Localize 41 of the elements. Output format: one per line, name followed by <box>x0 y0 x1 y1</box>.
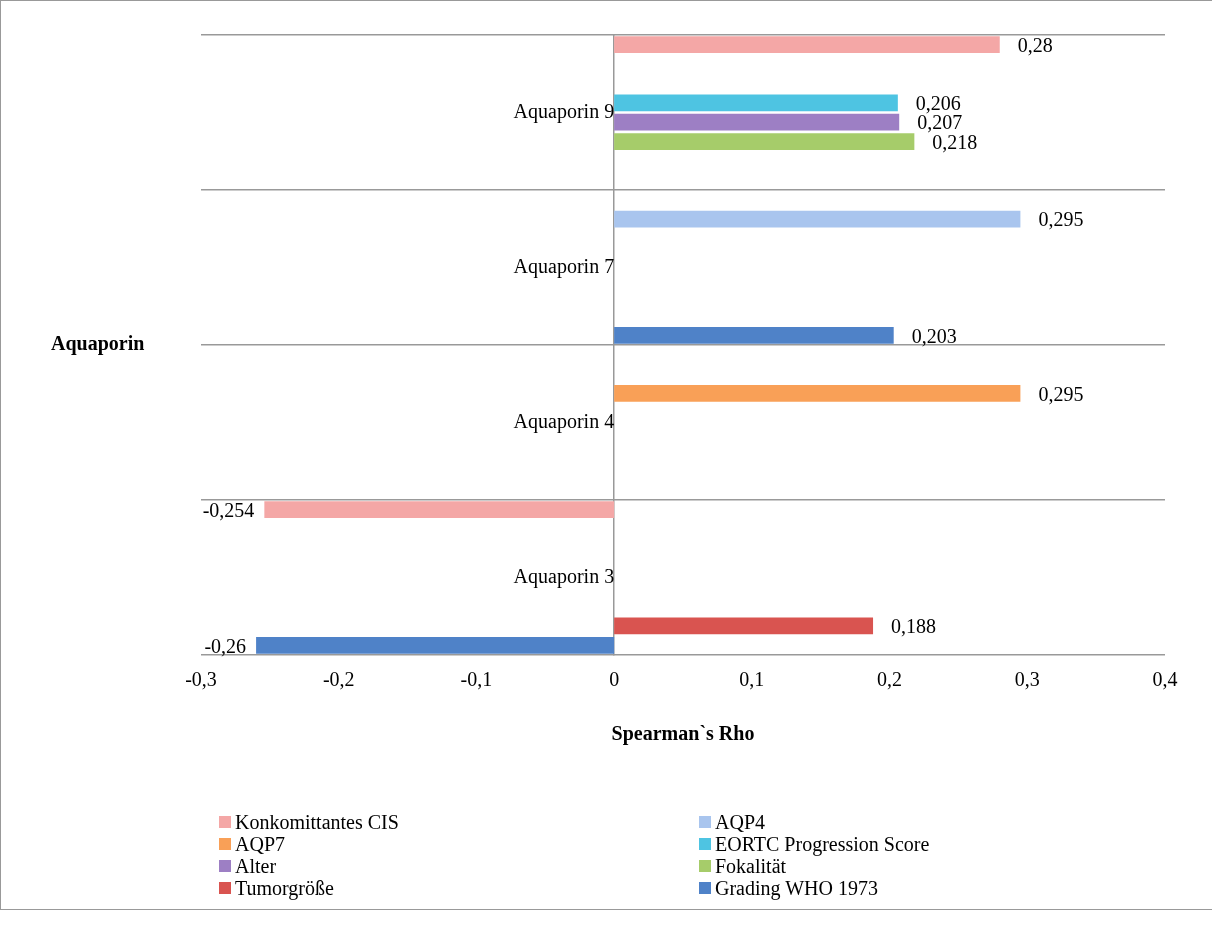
data-label: 0,203 <box>911 324 957 347</box>
legend-label: EORTC Progression Score <box>715 833 930 855</box>
data-label: 0,206 <box>915 92 961 115</box>
data-label: 0,218 <box>932 130 978 153</box>
bar <box>614 617 874 635</box>
legend-label: Alter <box>235 855 277 877</box>
legend-label: AQP7 <box>235 833 286 855</box>
y-axis-title: Aquaporin <box>51 332 145 356</box>
x-tick-label: -0,2 <box>322 668 355 691</box>
x-tick-label: 0,4 <box>1152 668 1178 691</box>
bar <box>614 113 900 131</box>
legend-label: Tumorgröße <box>235 877 334 899</box>
bar <box>614 94 898 112</box>
y-tick-label: Aquaporin 3 <box>513 564 615 588</box>
bar <box>256 636 615 654</box>
x-tick-label: 0,2 <box>877 668 903 691</box>
bar <box>264 501 615 519</box>
bar <box>614 385 1021 402</box>
data-label: 0,188 <box>891 615 937 638</box>
bar <box>614 36 1000 54</box>
legend-label: Konkomittantes CIS <box>235 811 399 833</box>
legend-label: AQP4 <box>715 811 766 833</box>
y-tick-label: Aquaporin 7 <box>513 254 615 278</box>
data-label: 0,295 <box>1038 208 1084 231</box>
data-label: 0,295 <box>1038 382 1084 405</box>
x-tick-label: -0,1 <box>460 668 493 691</box>
bar <box>614 133 915 150</box>
x-axis-title: Spearman`s Rho <box>611 722 755 746</box>
y-tick-label: Aquaporin 9 <box>513 99 615 123</box>
data-label: -0,26 <box>204 634 247 657</box>
x-tick-label: 0,3 <box>1014 668 1040 691</box>
y-tick-label: Aquaporin 4 <box>513 409 615 433</box>
x-tick-label: 0 <box>609 668 620 691</box>
legend-label: Fokalität <box>715 855 787 877</box>
data-label: 0,28 <box>1017 33 1053 56</box>
x-tick-label: -0,3 <box>185 668 217 691</box>
legend-label: Grading WHO 1973 <box>715 877 878 899</box>
x-tick-label: 0,1 <box>739 668 765 691</box>
data-label: -0,254 <box>202 498 255 521</box>
bar <box>614 326 894 344</box>
bar <box>614 210 1021 228</box>
